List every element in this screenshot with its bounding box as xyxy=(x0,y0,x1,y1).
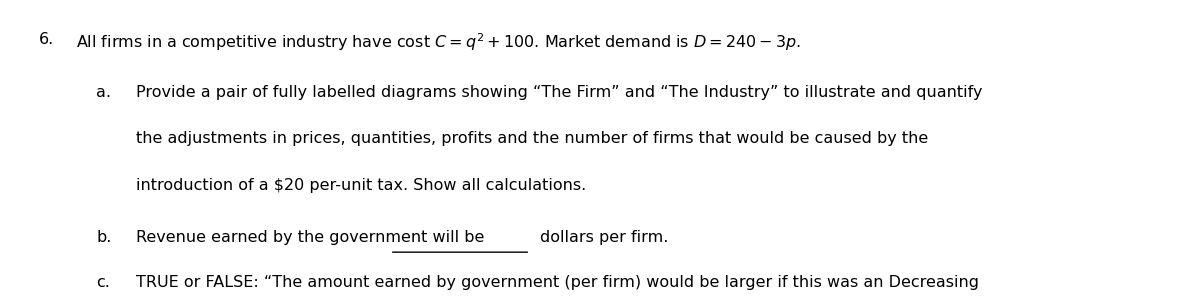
Text: Revenue earned by the government will be: Revenue earned by the government will be xyxy=(136,230,490,245)
Text: TRUE or FALSE: “The amount earned by government (per firm) would be larger if th: TRUE or FALSE: “The amount earned by gov… xyxy=(136,275,979,290)
Text: introduction of a $20 per-unit tax. Show all calculations.: introduction of a $20 per-unit tax. Show… xyxy=(136,178,586,193)
Text: c.: c. xyxy=(96,275,110,290)
Text: the adjustments in prices, quantities, profits and the number of firms that woul: the adjustments in prices, quantities, p… xyxy=(136,131,928,146)
Text: dollars per firm.: dollars per firm. xyxy=(540,230,668,245)
Text: b.: b. xyxy=(96,230,112,245)
Text: All firms in a competitive industry have cost $C = q^2 + 100$. Market demand is : All firms in a competitive industry have… xyxy=(76,32,800,53)
Text: 6.: 6. xyxy=(38,32,54,47)
Text: a.: a. xyxy=(96,85,112,100)
Text: Provide a pair of fully labelled diagrams showing “The Firm” and “The Industry” : Provide a pair of fully labelled diagram… xyxy=(136,85,982,100)
